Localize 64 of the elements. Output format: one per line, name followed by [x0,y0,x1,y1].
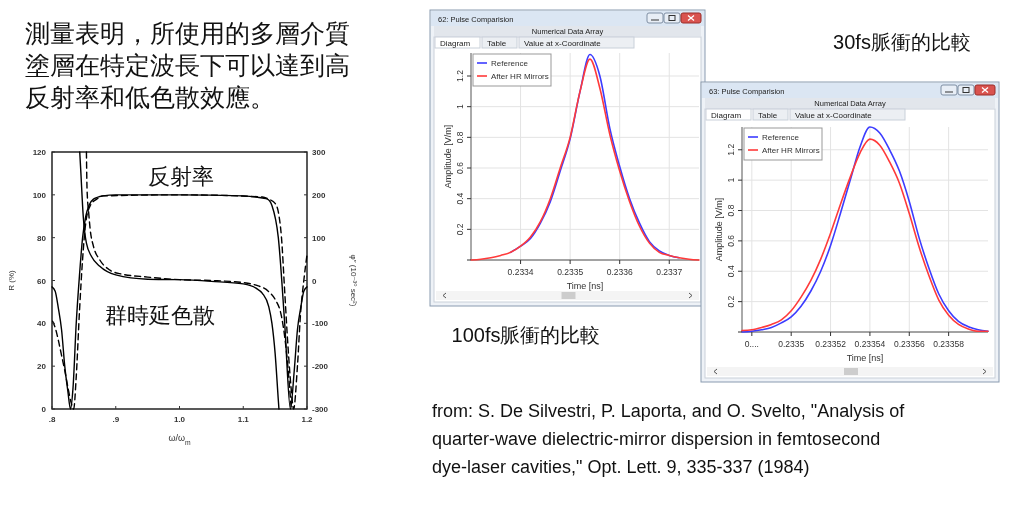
y2-tick-label: -200 [312,362,329,372]
y-tick-label: 20 [37,362,47,372]
chart-title: 測量表明，所使用的多層介質塗層在特定波長下可以達到高反射率和低色散效應。 [25,19,350,111]
y2-tick-label: 100 [312,233,326,243]
x-tick-label: 0.2334 [507,267,534,277]
x-tick-label: 0.... [744,339,759,349]
y-axis-title: R (%) [7,269,16,291]
x-tick-label: 0.2336 [606,267,633,277]
y2-tick-label: 0 [312,276,317,286]
y-tick-label: 0 [41,405,47,414]
x-axis-title: Time [ns] [846,353,884,363]
y2-tick-label: -300 [312,405,329,414]
y2-axis-title: φ″ (10⁻³⁰ sec²) [349,254,358,307]
text: Table [487,38,507,48]
y2-tick-label: 200 [312,190,326,200]
x-tick-label: .9 [112,415,120,424]
x-axis-title: Time [ns] [566,281,604,291]
y-axis-title: Amplitude [V/m] [714,197,724,262]
x-tick-label: 0.2335 [778,339,805,349]
x-tick-label: 1.0 [173,415,186,424]
text: 100fs脈衝的比較 [451,324,601,346]
y-tick-label: 0.4 [455,192,465,205]
legend-label: Reference [491,59,529,68]
y-tick-label: 0.6 [455,161,465,174]
y-tick-label: 40 [37,319,47,329]
x-tick-label: 0.23358 [933,339,965,349]
y-tick-label: 80 [37,233,47,243]
legend-label: Reference [762,133,800,142]
y-tick-label: 1 [455,104,465,110]
y-tick-label: 0.6 [726,234,736,247]
y-tick-label: 1.2 [726,143,736,156]
annotation: 群時延色散 [104,302,215,328]
text: from: S. De Silvestri, P. Laporta, and O. Svelto, "Analysis of quarter-wave dielectric-mirror dispersion in femtosecond dye-laser cavities," Opt. Lett. 9, 335-337 (1984) [432,401,906,477]
x-tick-label: 0.2335 [557,267,584,277]
y-tick-label: 0.4 [726,265,736,278]
x-tick-label: 1.1 [237,415,250,424]
y-tick-label: 120 [32,148,47,157]
chart-title: 30fs脈衝的比較 [833,31,971,53]
x-tick-label: 0.23352 [815,339,847,349]
y-tick-label: 1 [726,177,736,183]
y-tick-label: 100 [32,190,47,200]
x-tick-label: 0.2337 [656,267,683,277]
y2-tick-label: -100 [312,319,329,329]
y-tick-label: 0.2 [726,295,736,308]
x-tick-label: 1.2 [301,415,314,424]
y-tick-label: 60 [37,276,47,286]
y-tick-label: 0.8 [455,131,465,144]
y-tick-label: 1.2 [455,69,465,82]
annotation: 反射率 [147,163,214,189]
x-tick-label: .8 [48,415,56,424]
legend-label: After HR Mirrors [762,146,820,155]
text: Diagram [440,38,471,48]
y-tick-label: 0.2 [455,223,465,236]
x-axis-title: ω/ω$_{m}$ [168,433,191,446]
x-tick-label: 0.23356 [893,339,925,349]
y2-tick-label: 300 [312,148,326,157]
x-tick-label: 0.23354 [854,339,886,349]
text: Value at x-Coordinate [795,110,873,120]
y-tick-label: 0.8 [726,204,736,217]
text: Value at x-Coordinate [524,38,602,48]
text: Diagram [711,110,742,120]
text: Table [758,110,778,120]
y-axis-title: Amplitude [V/m] [443,124,453,189]
legend-label: After HR Mirrors [491,72,549,81]
